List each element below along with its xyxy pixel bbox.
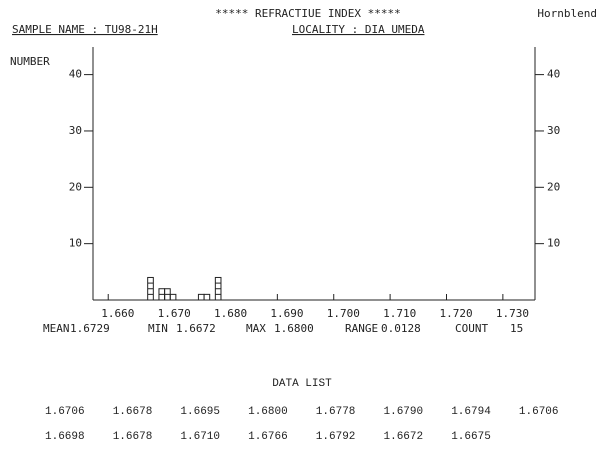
data-list-value: 1.6766 [248,431,288,443]
stat-label: MAX [246,322,266,335]
sample-name: SAMPLE NAME : TU98-21H [12,23,158,36]
y-tick-label-right: 20 [547,180,560,193]
x-tick-label: 1.670 [158,307,191,320]
y-tick-label: 20 [69,180,82,193]
data-list-value: 1.6790 [384,406,424,418]
stat-label: MIN [148,322,168,335]
x-tick-label: 1.710 [383,307,416,320]
y-tick-label: 10 [69,237,82,250]
data-list-title: DATA LIST [272,378,332,390]
x-tick-label: 1.700 [327,307,360,320]
data-list-value: 1.6675 [451,431,491,443]
mineral-name: Hornblend [537,7,597,20]
stat-label: COUNT [455,322,488,335]
data-list-value: 1.6672 [384,431,424,443]
histogram-bar [197,293,205,301]
x-tick-label: 1.660 [101,307,134,320]
data-list-value: 1.6706 [519,406,559,418]
y-tick-label-right: 30 [547,124,560,137]
histogram-bar [203,293,211,301]
stat-value: 15 [510,322,523,335]
x-tick-label: 1.720 [439,307,472,320]
x-tick-label: 1.690 [270,307,303,320]
stat-label: RANGE [345,322,378,335]
stat-label: MEAN [43,322,70,335]
y-tick-label-right: 10 [547,237,560,250]
stat-value: 0.0128 [381,322,421,335]
data-list-value: 1.6706 [45,406,85,418]
data-list-value: 1.6800 [248,406,288,418]
data-list-value: 1.6698 [45,431,85,443]
y-tick-label: 40 [69,68,82,81]
x-tick-label: 1.680 [214,307,247,320]
data-list-value: 1.6678 [113,406,153,418]
data-list-value: 1.6695 [180,406,220,418]
locality: LOCALITY : DIA UMEDA [292,23,425,36]
y-tick-label-right: 40 [547,68,560,81]
data-list-value: 1.6778 [316,406,356,418]
stat-value: 1.6729 [70,322,110,335]
stat-value: 1.6672 [176,322,216,335]
stat-value: 1.6800 [274,322,314,335]
histogram-bar [169,293,177,301]
x-tick-label: 1.730 [496,307,529,320]
data-list-value: 1.6710 [180,431,220,443]
data-list-value: 1.6794 [451,406,491,418]
data-list-value: 1.6678 [113,431,153,443]
y-tick-label: 30 [69,124,82,137]
chart-title: ***** REFRACTIUE INDEX ***** [215,7,400,20]
y-axis-label: NUMBER [10,55,50,68]
data-list-value: 1.6792 [316,431,356,443]
